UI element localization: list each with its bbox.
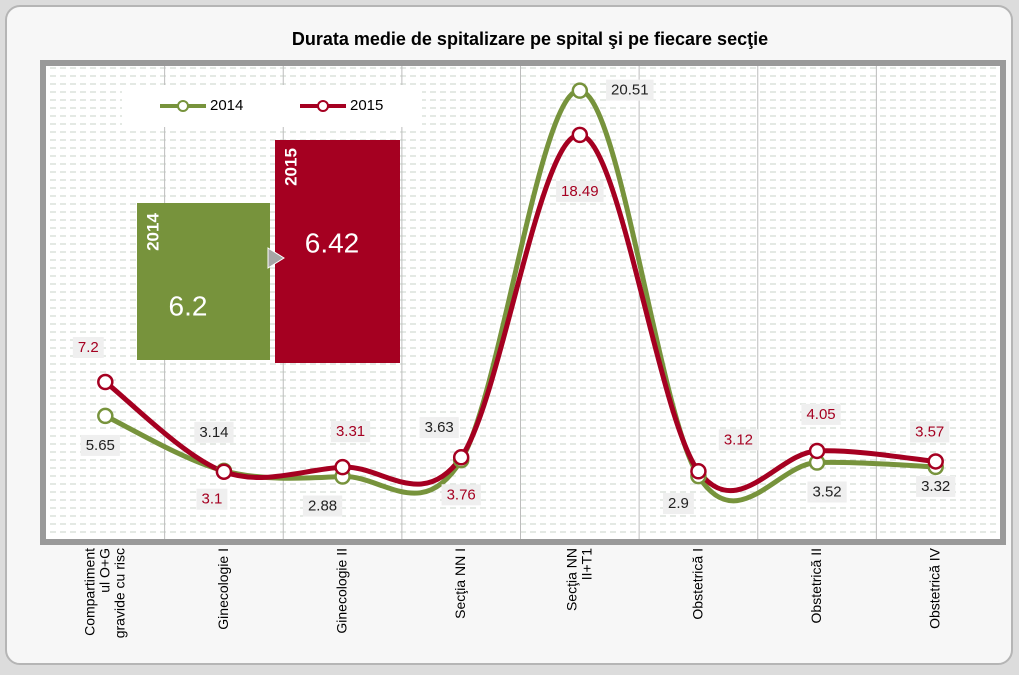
data-label-group: 18.49 <box>556 180 604 202</box>
point-marker <box>452 449 470 466</box>
data-label: 3.32 <box>921 478 950 495</box>
x-tick-label: Ginecologie I <box>215 548 231 630</box>
data-label-group: 2.9 <box>663 493 694 515</box>
data-label-group: 3.32 <box>916 475 956 497</box>
data-label-group: 3.12 <box>718 429 759 451</box>
data-label-bg <box>80 434 120 456</box>
data-label-bg <box>196 488 228 510</box>
data-label-bg <box>606 79 654 101</box>
callout-box <box>137 203 270 360</box>
data-label-bg <box>556 180 604 202</box>
legend-marker <box>317 100 329 112</box>
point-marker <box>571 82 589 99</box>
data-label-group: 4.05 <box>801 403 841 425</box>
series-line <box>103 132 936 494</box>
data-label-group: 3.63 <box>419 417 459 439</box>
x-tick-label: Secţia NNII+T1 <box>563 548 594 611</box>
data-label-bg <box>718 429 759 451</box>
data-label-group: 20.51 <box>606 79 654 101</box>
x-tick-label: Obstetrică II <box>808 548 824 623</box>
data-label: 3.14 <box>199 424 228 441</box>
data-label-bg <box>302 495 343 517</box>
legend-label: 2014 <box>210 97 243 114</box>
data-label: 18.49 <box>561 183 599 200</box>
data-label-group: 3.76 <box>441 484 481 506</box>
data-label: 20.51 <box>611 82 649 99</box>
data-label-bg <box>663 493 694 515</box>
data-label: 2.88 <box>308 498 337 515</box>
data-label-group: 2.88 <box>302 495 343 517</box>
data-label: 4.05 <box>806 406 835 423</box>
x-tick-label: Secţia NN I <box>452 548 468 619</box>
data-label-group: 5.65 <box>80 434 120 456</box>
data-label-group: 3.57 <box>910 421 950 443</box>
data-label: 3.52 <box>812 484 841 501</box>
data-label-bg <box>419 417 459 439</box>
data-label-bg <box>330 421 371 443</box>
chart-title: Durata medie de spitalizare pe spital şi… <box>292 29 768 49</box>
callout-year: 2014 <box>143 213 162 251</box>
x-tick-label: Compartimentul O+Ggravide cu risc <box>81 548 127 638</box>
data-label-bg <box>194 421 234 443</box>
callout-value: 6.2 <box>169 290 208 321</box>
point-marker <box>97 407 114 425</box>
x-tick-label: Ginecologie II <box>333 548 349 634</box>
data-label-bg <box>910 421 950 443</box>
data-label: 3.31 <box>336 423 365 440</box>
data-label-group: 3.1 <box>196 488 228 510</box>
point-marker <box>334 458 351 476</box>
data-label-group: 3.31 <box>330 421 371 443</box>
data-label: 3.76 <box>447 486 476 503</box>
point-marker <box>215 463 233 480</box>
data-label: 3.12 <box>724 431 753 448</box>
data-label: 3.1 <box>202 491 223 508</box>
data-label: 5.65 <box>86 437 115 454</box>
callout-arrow <box>267 247 285 269</box>
callout-box <box>275 140 400 363</box>
x-tick-label: Obstetrică IV <box>926 547 942 629</box>
point-marker <box>808 442 826 460</box>
point-marker <box>690 463 707 480</box>
callout-value: 6.42 <box>305 227 360 258</box>
data-label-bg <box>916 475 956 497</box>
data-label-group: 3.14 <box>194 421 234 443</box>
point-marker <box>927 453 944 470</box>
data-label-group: 7.2 <box>72 336 104 358</box>
data-label: 2.9 <box>668 495 689 512</box>
content: Compartimentul O+Ggravide cu risc Ginecol… <box>72 66 956 638</box>
data-label: 3.57 <box>915 423 944 440</box>
data-label-bg <box>807 481 847 503</box>
data-label: 3.63 <box>425 419 454 436</box>
legend-marker <box>177 100 189 112</box>
data-label: 7.2 <box>78 339 99 356</box>
point-marker <box>571 126 589 144</box>
data-label-bg <box>72 336 104 358</box>
callout-year: 2015 <box>281 148 300 186</box>
legend-label: 2015 <box>350 97 383 114</box>
data-label-bg <box>441 484 481 506</box>
point-marker <box>97 373 114 391</box>
data-label-bg <box>801 403 841 425</box>
x-tick-label: Obstetrică I <box>689 548 705 620</box>
data-label-group: 3.52 <box>807 481 847 503</box>
